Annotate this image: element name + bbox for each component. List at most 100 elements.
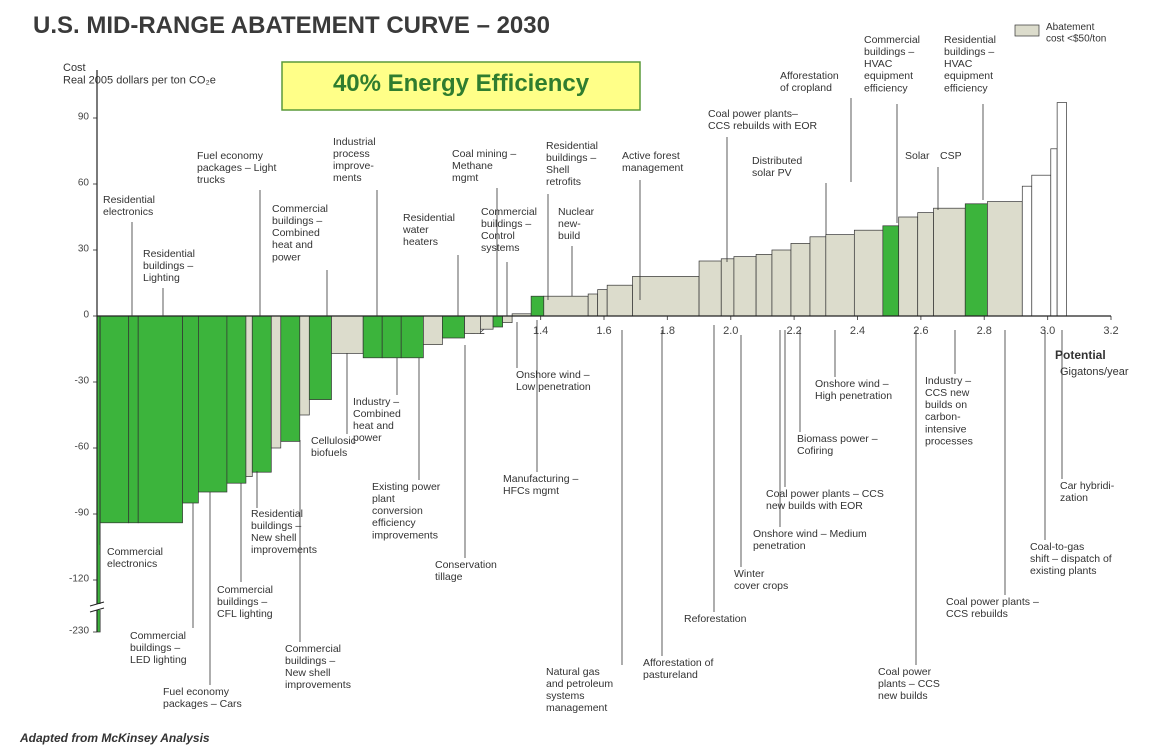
- annotation: Onshore wind – Low penetration: [516, 369, 591, 393]
- annotation: Car hybridi-zation: [1060, 480, 1115, 504]
- annotation: Distributed solar PV: [752, 155, 802, 179]
- annotation: Afforestation of cropland: [780, 70, 839, 94]
- annotation: Residential buildings – Lighting: [143, 248, 195, 284]
- x-tick-label: 1.6: [596, 325, 611, 337]
- x-tick-label: 2.0: [723, 325, 738, 337]
- bar: [964, 203, 988, 317]
- axis-break: [89, 607, 105, 613]
- bar: [251, 315, 272, 473]
- legend-swatch: [1014, 24, 1040, 37]
- bar: [825, 234, 855, 317]
- x-tick-label: 2.8: [977, 325, 992, 337]
- bar: [423, 315, 443, 345]
- annotation: Commercial buildings – HVAC equipment effici…: [864, 34, 920, 94]
- x-tick-label: 1.4: [533, 325, 548, 337]
- bar: [480, 315, 494, 330]
- annotation: CSP: [940, 150, 962, 162]
- annotation: Industrial process improve-ments: [333, 136, 376, 184]
- bar: [1050, 148, 1058, 317]
- annotation: Nuclear new-build: [558, 206, 595, 242]
- y-tick-label: 60: [78, 177, 90, 188]
- annotation: Conservation tillage: [435, 559, 497, 583]
- bar: [755, 254, 773, 317]
- bar: [530, 295, 545, 317]
- bar: [898, 216, 919, 317]
- bar: [1021, 185, 1033, 317]
- bar: [331, 315, 364, 354]
- bar: [917, 212, 934, 317]
- annotation: Fuel economy packages – Light trucks: [197, 150, 276, 186]
- annotation: Residential buildings – HVAC equipment effic…: [944, 34, 996, 94]
- annotation: Residential electronics: [103, 194, 155, 218]
- y-tick-label: -60: [75, 441, 90, 452]
- bar: [853, 229, 884, 317]
- bar: [245, 315, 253, 477]
- x-axis-label: Potential: [1055, 348, 1106, 362]
- bar: [587, 293, 599, 317]
- annotation: Commercial buildings – Combined heat and pow…: [272, 203, 328, 263]
- bar: [362, 315, 383, 359]
- x-tick-label: 1.8: [660, 325, 675, 337]
- bar: [987, 201, 1023, 317]
- annotation: Coal-to-gas shift – dispatch of existing p…: [1030, 541, 1112, 577]
- annotation: Coal power plants – CCS new builds: [878, 666, 940, 702]
- annotation: Solar: [905, 150, 930, 162]
- bar: [698, 260, 722, 317]
- y-tick-label: 90: [78, 111, 90, 122]
- bar: [270, 315, 282, 449]
- annotation: Cellulosic biofuels: [311, 435, 356, 459]
- x-tick-label: 2.2: [786, 325, 801, 337]
- footer: Adapted from McKinsey Analysis: [19, 731, 210, 745]
- annotation: Afforestation of pastureland: [643, 657, 714, 681]
- bar: [308, 315, 332, 400]
- axis-break-gap: [91, 604, 103, 610]
- bar: [492, 315, 503, 328]
- annotation: Active forest management: [622, 150, 683, 174]
- bar: [226, 315, 247, 484]
- y-tick-label: -230: [69, 625, 89, 636]
- bar: [502, 315, 513, 323]
- bar: [771, 249, 792, 317]
- annotation: Coal power plants – CCS rebuilds: [946, 596, 1039, 620]
- annotation: Reforestation: [684, 613, 747, 625]
- annotation: Onshore wind – Medium penetration: [753, 528, 867, 552]
- annotation: Biomass power – Cofiring: [797, 433, 878, 457]
- annotation: Residential water heaters: [402, 212, 455, 248]
- x-tick-label: 2.6: [913, 325, 928, 337]
- y-tick-label: -30: [75, 375, 90, 386]
- bar: [198, 315, 228, 493]
- bar: [400, 315, 424, 359]
- bar: [442, 315, 465, 339]
- bar: [790, 243, 811, 317]
- bar: [606, 284, 633, 317]
- subtitle-box: [281, 61, 641, 111]
- annotation: Commercial buildings – Control systems: [481, 206, 537, 254]
- annotation: Industry – CCS new builds on carbon-intensi…: [925, 375, 973, 447]
- bar: [1031, 174, 1052, 317]
- x-tick-label: 2.4: [850, 325, 865, 337]
- annotation: Fuel economy packages – Cars: [163, 686, 242, 710]
- annotation: Commercial buildings – New shell improvemen…: [285, 643, 351, 691]
- annotation: Coal power plants – CCS new builds with E…: [766, 488, 884, 512]
- axis-break: [89, 601, 105, 607]
- annotation: Residential buildings – New shell improveme…: [251, 508, 317, 556]
- annotation: Commercial electronics: [107, 546, 163, 570]
- annotation: Commercial buildings – CFL lighting: [217, 584, 273, 620]
- bar: [280, 315, 301, 442]
- bar: [597, 289, 608, 317]
- x-tick-label: 3.2: [1103, 325, 1118, 337]
- annotation: Industry – Combined heat and power: [353, 396, 401, 444]
- bar: [299, 315, 310, 416]
- bar: [720, 258, 735, 317]
- annotation: Manufacturing – HFCs mgmt: [503, 473, 578, 497]
- bar: [882, 225, 900, 317]
- y-tick-label: 30: [78, 243, 90, 254]
- bar: [128, 315, 139, 524]
- bar: [464, 315, 481, 334]
- y-tick-label: -120: [69, 573, 89, 584]
- bar: [543, 295, 589, 317]
- bar: [99, 315, 130, 524]
- bar: [733, 256, 757, 317]
- annotation: Commercial buildings – LED lighting: [130, 630, 187, 666]
